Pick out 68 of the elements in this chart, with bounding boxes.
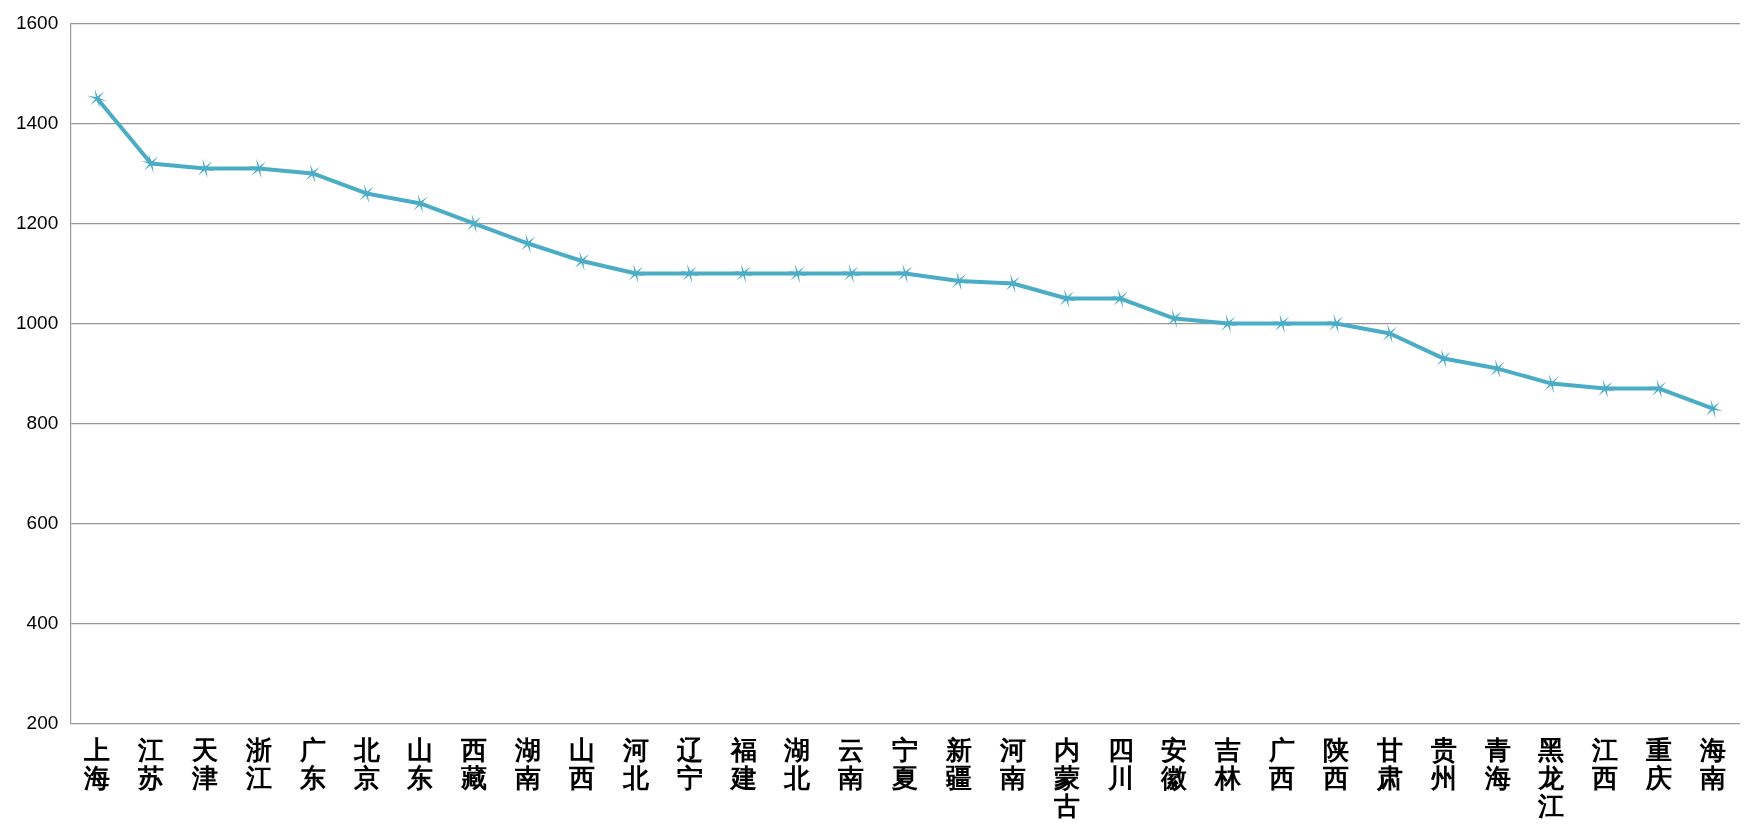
y-tick-label: 400: [26, 611, 59, 633]
x-tick-label: 江苏: [137, 734, 165, 793]
x-tick-label: 新疆: [945, 734, 972, 793]
point: [1218, 313, 1238, 334]
point: [1487, 358, 1508, 379]
point: [1057, 288, 1077, 309]
y-tick-label: 1200: [15, 211, 59, 233]
point: [141, 153, 161, 174]
x-tick-label: 西藏: [460, 734, 488, 793]
y-tick-label: 1000: [15, 311, 59, 333]
point: [949, 271, 969, 291]
x-tick-label: 浙江: [244, 734, 272, 793]
x-tick-label: 湖北: [783, 734, 812, 793]
x-tick-label: 重庆: [1645, 734, 1673, 793]
x-tick-label: 黑龙江: [1537, 734, 1566, 821]
point: [680, 263, 700, 284]
y-tick-label: 1400: [15, 111, 59, 133]
x-tick-label: 青海: [1483, 734, 1511, 793]
x-tick-label: 河南: [998, 734, 1026, 793]
x-tick-label: 四川: [1106, 734, 1134, 793]
point: [1595, 378, 1615, 399]
x-tick-label: 天津: [190, 734, 218, 793]
point: [1164, 308, 1185, 329]
x-tick-label: 辽宁: [675, 734, 703, 793]
point: [87, 88, 107, 109]
point: [195, 158, 215, 179]
point: [356, 183, 377, 204]
x-tick-label: 云南: [837, 734, 865, 793]
x-tick-label: 北京: [352, 734, 381, 793]
y-tick-label: 600: [26, 511, 59, 533]
point: [410, 193, 431, 214]
x-tick-label: 甘肃: [1375, 734, 1403, 793]
x-tick-label: 福建: [728, 734, 757, 793]
point: [518, 233, 538, 254]
x-tick-label: 山西: [567, 734, 595, 793]
x-tick-label: 吉林: [1214, 734, 1243, 793]
y-tick-label: 1600: [15, 11, 59, 33]
x-tick-label: 上海: [83, 734, 111, 793]
y-tick-label: 200: [26, 711, 59, 733]
y-tick-label: 800: [26, 411, 59, 433]
point: [895, 263, 915, 284]
x-tick-label: 内蒙古: [1052, 734, 1080, 821]
point: [1272, 313, 1292, 334]
point: [1649, 378, 1669, 399]
point: [841, 263, 861, 284]
x-tick-label: 山东: [406, 734, 434, 793]
x-tick-label: 海南: [1699, 734, 1727, 793]
x-tick-label: 安徽: [1160, 734, 1189, 793]
point: [733, 263, 754, 284]
x-tick-label: 宁夏: [891, 734, 919, 793]
point: [1110, 288, 1131, 309]
point: [302, 163, 323, 184]
point: [464, 213, 484, 234]
point: [626, 263, 646, 284]
x-tick-label: 广西: [1268, 734, 1296, 793]
point: [249, 158, 269, 179]
point: [572, 251, 592, 271]
point: [787, 263, 808, 284]
x-tick-label: 广东: [298, 734, 326, 793]
point: [1541, 373, 1562, 394]
x-tick-label: 贵州: [1429, 734, 1457, 793]
point: [1003, 273, 1023, 294]
point: [1380, 323, 1400, 344]
x-tick-label: 陕西: [1322, 734, 1350, 793]
x-tick-label: 湖南: [514, 734, 542, 793]
x-tick-label: 江西: [1591, 734, 1619, 793]
x-tick-label: 河北: [621, 734, 650, 793]
point: [1434, 348, 1454, 369]
